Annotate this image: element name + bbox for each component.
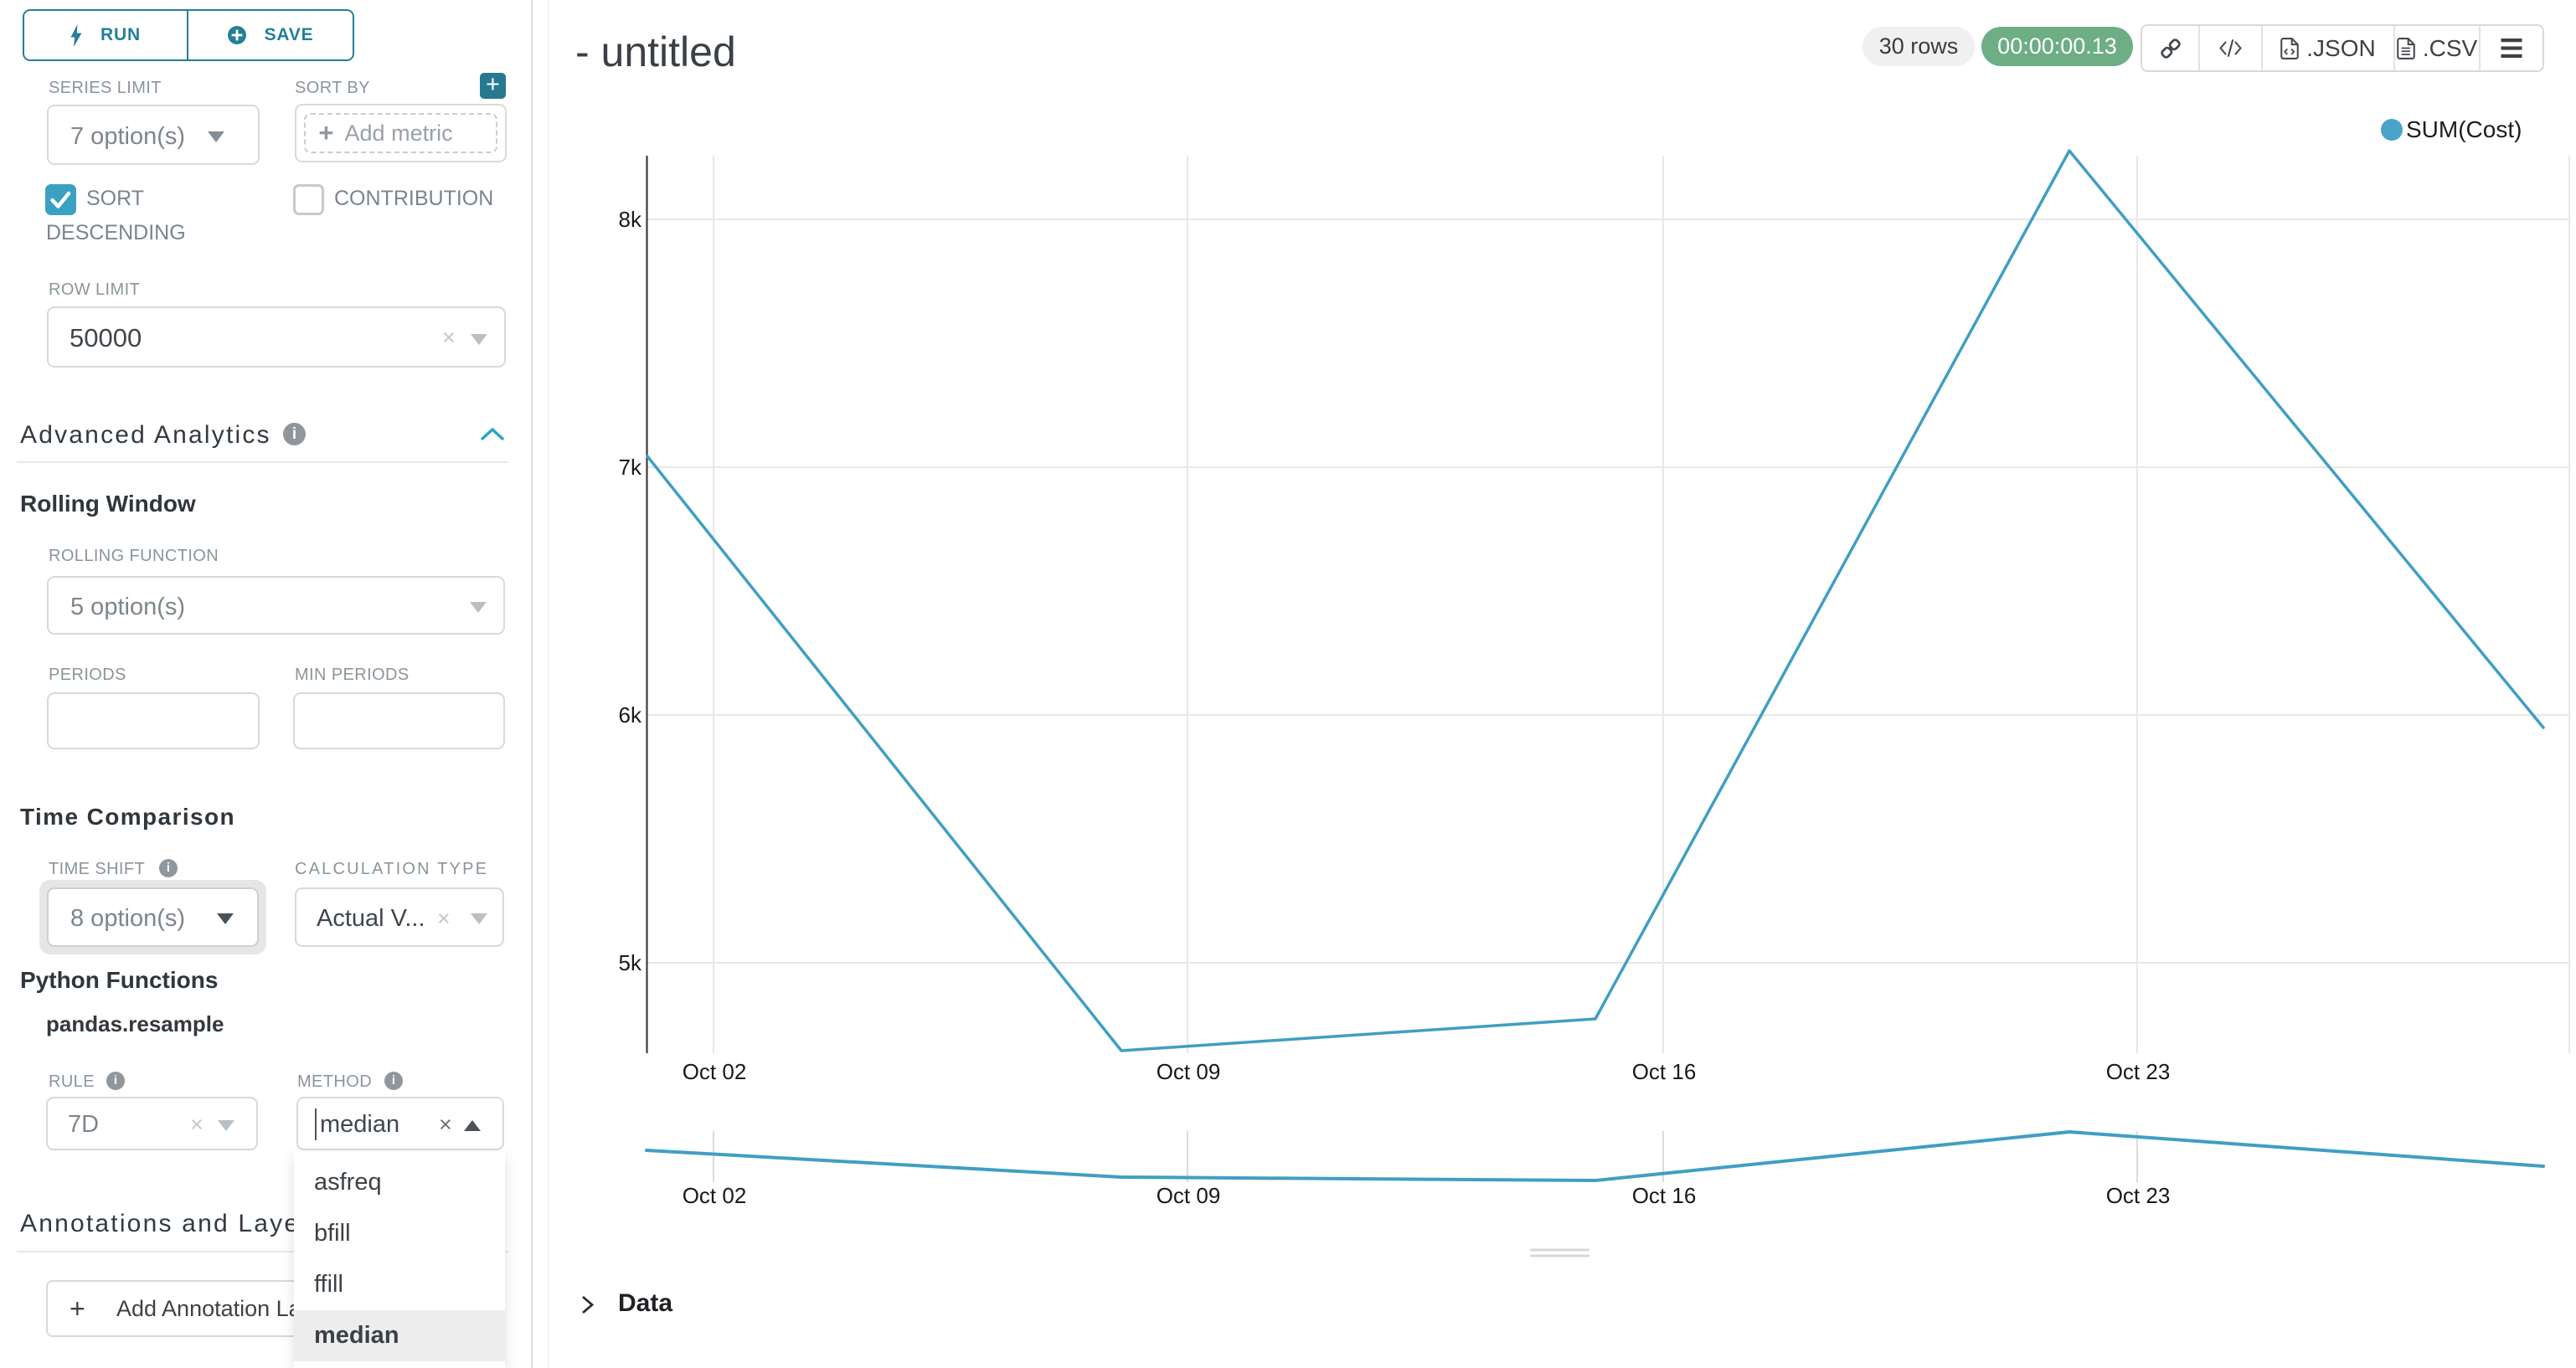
svg-text:Oct 23: Oct 23 — [2106, 1183, 2171, 1208]
svg-text:8k: 8k — [619, 207, 642, 232]
svg-text:Oct 09: Oct 09 — [1157, 1059, 1221, 1084]
svg-text:Oct 09: Oct 09 — [1157, 1183, 1221, 1208]
svg-text:Oct 16: Oct 16 — [1632, 1059, 1697, 1084]
svg-text:5k: 5k — [619, 950, 642, 975]
svg-text:Oct 02: Oct 02 — [683, 1059, 747, 1084]
svg-text:6k: 6k — [619, 702, 642, 728]
svg-text:Oct 16: Oct 16 — [1632, 1183, 1697, 1208]
svg-text:7k: 7k — [619, 455, 642, 480]
svg-text:Oct 02: Oct 02 — [683, 1183, 747, 1208]
svg-text:Oct 23: Oct 23 — [2106, 1059, 2171, 1084]
